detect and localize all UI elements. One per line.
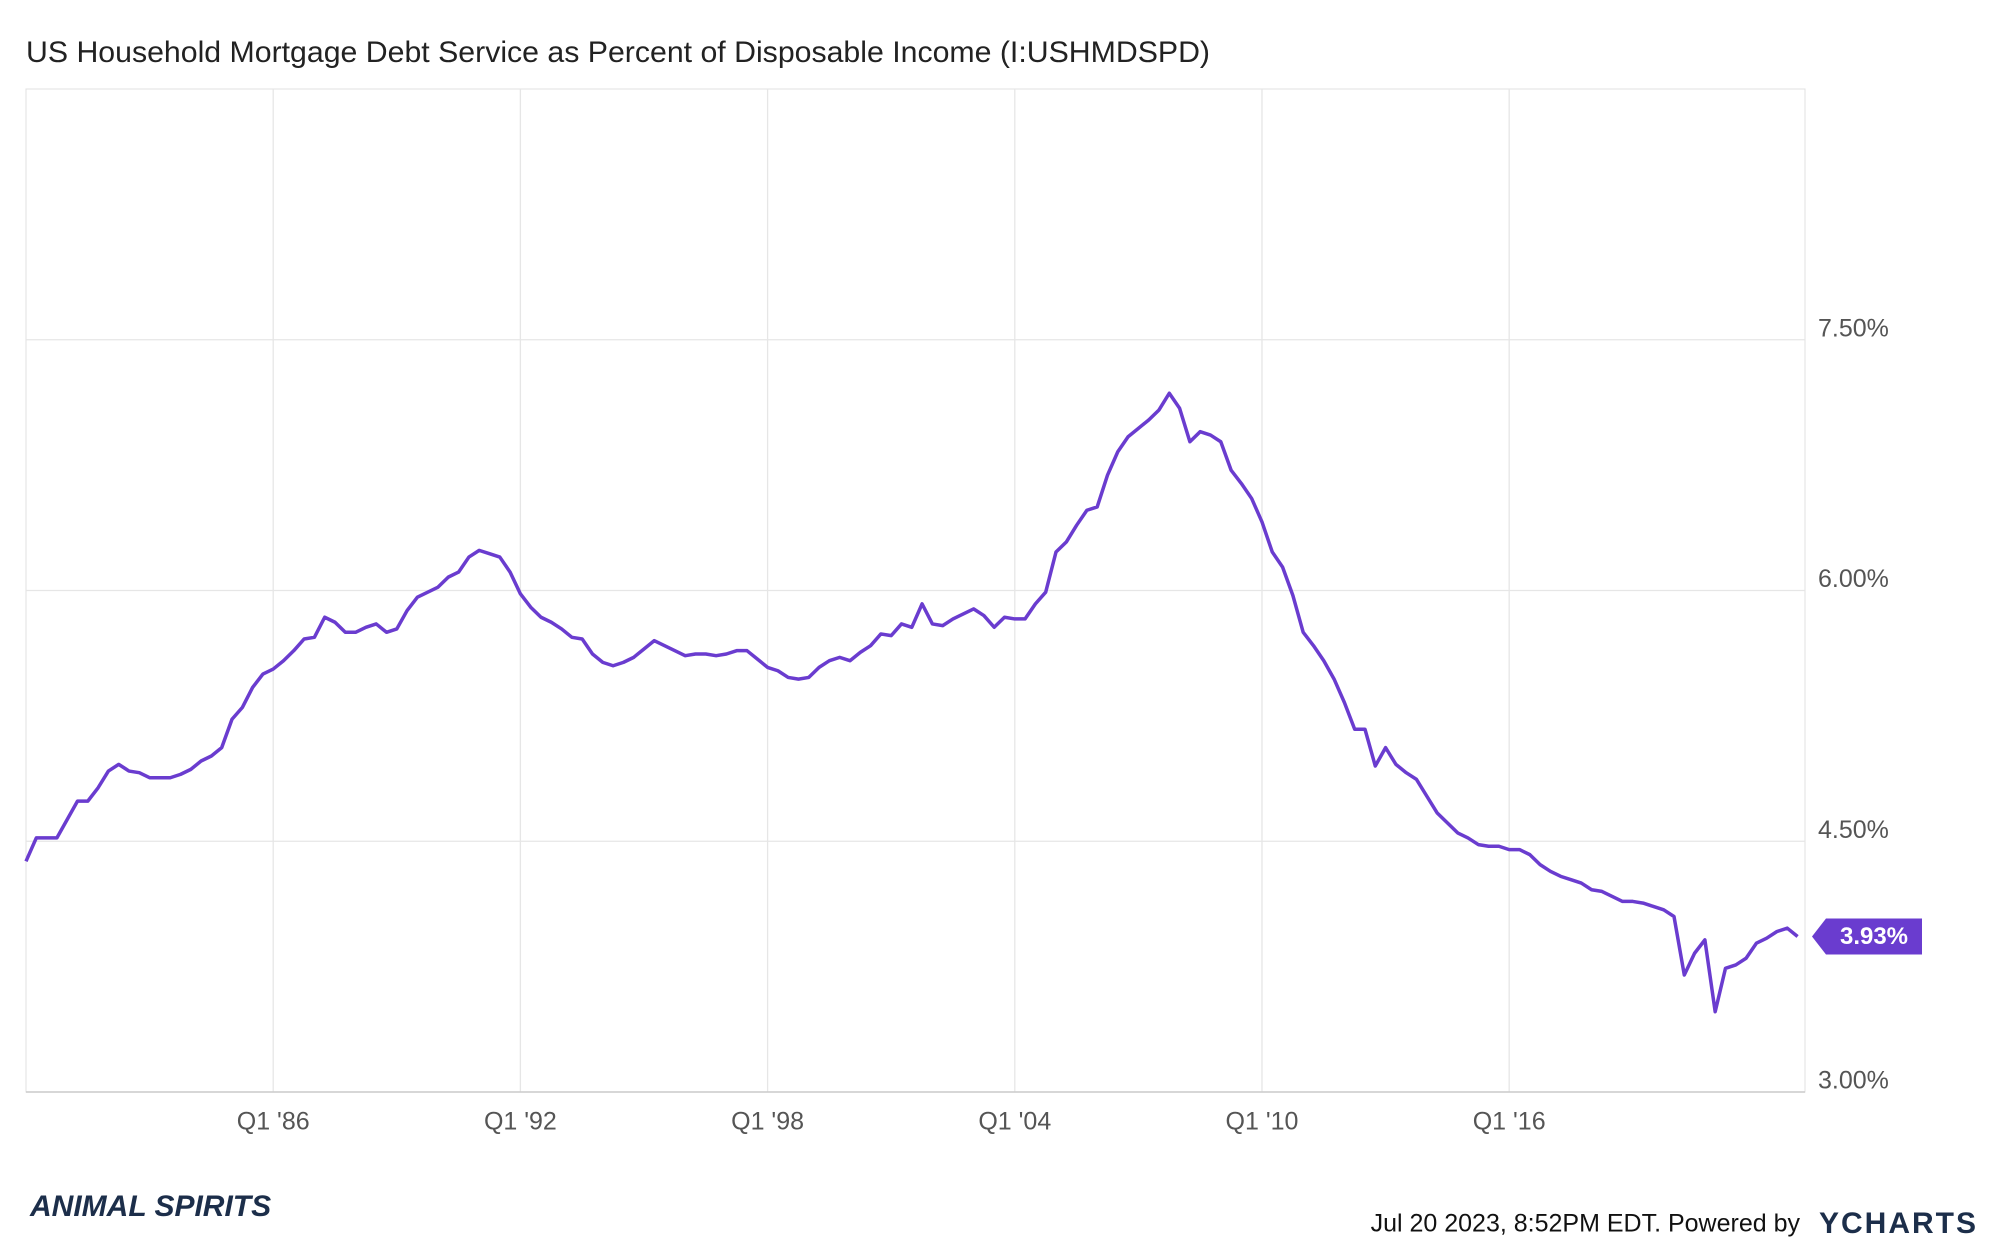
series-line bbox=[24, 391, 1799, 1014]
timestamp: Jul 20 2023, 8:52PM EDT. Powered by bbox=[1371, 1210, 1801, 1238]
y-tick-label: 6.00% bbox=[1818, 565, 1889, 593]
x-tick-label: Q1 '86 bbox=[237, 1108, 310, 1136]
x-tick-label: Q1 '16 bbox=[1473, 1108, 1546, 1136]
y-tick-label: 3.00% bbox=[1818, 1067, 1889, 1095]
x-tick-label: Q1 '04 bbox=[978, 1108, 1051, 1136]
x-tick-label: Q1 '92 bbox=[484, 1108, 557, 1136]
x-tick-label: Q1 '10 bbox=[1226, 1108, 1299, 1136]
ycharts-logo: YCHARTS bbox=[1819, 1207, 1978, 1240]
chart-title: US Household Mortgage Debt Service as Pe… bbox=[26, 36, 1210, 69]
brand-logo: ANIMAL SPIRITS bbox=[29, 1190, 271, 1223]
y-tick-label: 4.50% bbox=[1818, 816, 1889, 844]
value-flag-label: 3.93% bbox=[1840, 923, 1908, 950]
value-flag bbox=[1812, 918, 1922, 955]
y-tick-label: 7.50% bbox=[1818, 314, 1889, 342]
x-tick-label: Q1 '98 bbox=[731, 1108, 804, 1136]
